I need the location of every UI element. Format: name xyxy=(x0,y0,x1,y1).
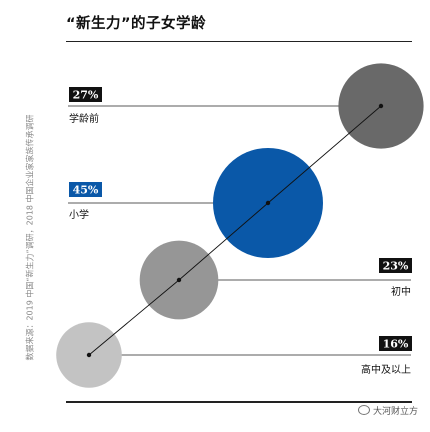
center-dot xyxy=(86,352,92,358)
value-label-box xyxy=(69,87,102,102)
value-label: 16% xyxy=(383,338,409,351)
watermark-text: 大河财立方 xyxy=(372,407,418,417)
center-dot xyxy=(176,277,182,283)
top-rule xyxy=(66,41,412,42)
value-label: 27% xyxy=(73,89,99,102)
bubbles-group xyxy=(56,63,424,388)
wechat-icon xyxy=(357,405,370,415)
watermark: 大河财立方 xyxy=(357,404,418,417)
value-label-box xyxy=(379,336,412,351)
chart-title: “新生力”的子女学龄 xyxy=(66,16,207,32)
category-label: 学龄前 xyxy=(69,112,99,125)
connector-line xyxy=(88,105,382,356)
category-label: 小学 xyxy=(69,208,89,221)
value-label: 45% xyxy=(73,184,99,197)
center-dot xyxy=(265,200,271,206)
value-label: 23% xyxy=(383,260,409,273)
category-label: 高中及以上 xyxy=(361,363,411,376)
value-label-box xyxy=(379,258,412,273)
bottom-rule xyxy=(66,401,412,403)
value-label-box xyxy=(69,182,102,197)
center-dot xyxy=(378,103,384,109)
category-label: 初中 xyxy=(391,285,411,298)
